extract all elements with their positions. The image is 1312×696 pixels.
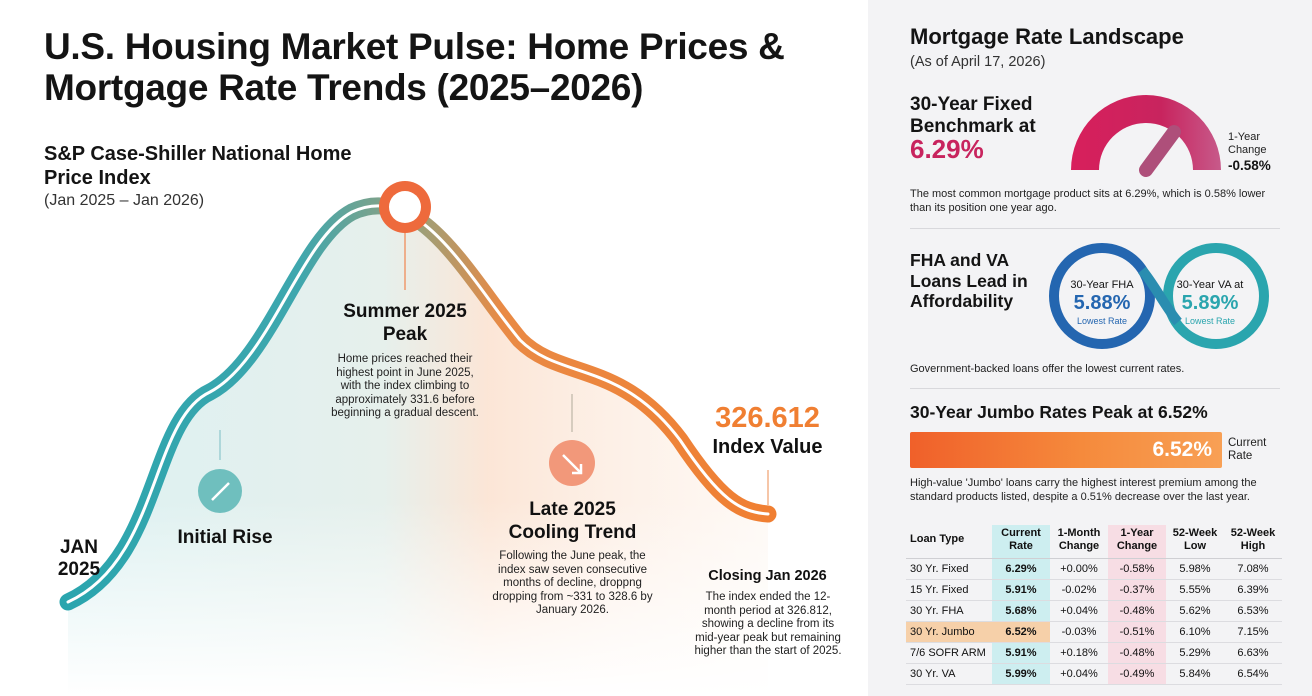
table-row: 15 Yr. Fixed 5.91% -0.02% -0.37% 5.55% 6… — [906, 579, 1282, 601]
jumbo-bar-label: Current Rate — [1228, 437, 1267, 462]
peak-title: Summer 2025 Peak — [343, 301, 467, 345]
table-header-row: Loan Type Current Rate 1-Month Change 1-… — [906, 525, 1282, 559]
table-cell: 5.99% — [992, 663, 1050, 685]
benchmark-description: The most common mortgage product sits at… — [910, 188, 1266, 214]
table-cell: 5.29% — [1166, 642, 1224, 664]
fha-va-description: Government-backed loans offer the lowest… — [910, 363, 1185, 375]
fha-lowest-label: Lowest Rate — [1076, 316, 1128, 326]
table-row: 30 Yr. Jumbo 6.52% -0.03% -0.51% 6.10% 7… — [906, 621, 1282, 643]
table-cell: 6.52% — [992, 621, 1050, 643]
table-cell: +0.00% — [1050, 558, 1108, 580]
col-header: 52-Week High — [1224, 525, 1282, 559]
col-header: Loan Type — [906, 525, 992, 559]
benchmark-gauge-icon — [1071, 95, 1221, 177]
table-cell: 6.63% — [1224, 642, 1282, 664]
col-header: 1-Month Change — [1050, 525, 1108, 559]
benchmark-change-value: -0.58% — [1228, 158, 1271, 173]
table-cell: 15 Yr. Fixed — [906, 579, 992, 601]
start-label: JAN 2025 — [57, 537, 101, 580]
page-title: U.S. Housing Market Pulse: Home Prices &… — [44, 26, 785, 108]
fha-va-infinity-icon — [1049, 243, 1269, 349]
rates-table: Loan Type Current Rate 1-Month Change 1-… — [906, 525, 1282, 685]
benchmark-change-label: 1-Year Change — [1228, 131, 1267, 156]
cooling-text: Following the June peak, the index saw s… — [492, 550, 653, 616]
initial-rise-label: Initial Rise — [177, 527, 273, 548]
table-cell: 6.53% — [1224, 600, 1282, 622]
col-header: 52-Week Low — [1166, 525, 1224, 559]
table-cell: 5.91% — [992, 579, 1050, 601]
table-cell: 30 Yr. VA — [906, 663, 992, 685]
closing-title: Closing Jan 2026 — [708, 568, 827, 584]
table-cell: -0.02% — [1050, 579, 1108, 601]
divider — [910, 228, 1280, 229]
table-cell: 5.91% — [992, 642, 1050, 664]
index-value: 326.612 — [715, 402, 820, 434]
table-cell: -0.51% — [1108, 621, 1166, 643]
table-cell: 5.98% — [1166, 558, 1224, 580]
rates-as-of: (As of April 17, 2026) — [910, 54, 1046, 70]
table-cell: 7.08% — [1224, 558, 1282, 580]
table-cell: -0.48% — [1108, 600, 1166, 622]
table-cell: -0.58% — [1108, 558, 1166, 580]
table-row: 7/6 SOFR ARM 5.91% +0.18% -0.48% 5.29% 6… — [906, 642, 1282, 664]
va-rate: 5.89% — [1181, 292, 1239, 314]
table-row: 30 Yr. Fixed 6.29% +0.00% -0.58% 5.98% 7… — [906, 558, 1282, 580]
va-label: 30-Year VA at — [1176, 279, 1244, 291]
va-lowest-label: Lowest Rate — [1184, 316, 1236, 326]
table-row: 30 Yr. FHA 5.68% +0.04% -0.48% 5.62% 6.5… — [906, 600, 1282, 622]
table-cell: -0.48% — [1108, 642, 1166, 664]
jumbo-bar-value: 6.52% — [1152, 438, 1212, 461]
benchmark-label: 30-Year Fixed Benchmark at — [910, 94, 1036, 137]
col-header: 1-Year Change — [1108, 525, 1166, 559]
table-cell: 6.54% — [1224, 663, 1282, 685]
table-cell: 5.62% — [1166, 600, 1224, 622]
fha-va-title: FHA and VA Loans Lead in Affordability — [910, 250, 1028, 311]
table-cell: 30 Yr. Fixed — [906, 558, 992, 580]
table-cell: 6.10% — [1166, 621, 1224, 643]
table-cell: -0.03% — [1050, 621, 1108, 643]
table-cell: 5.68% — [992, 600, 1050, 622]
rates-title: Mortgage Rate Landscape — [910, 24, 1184, 49]
table-cell: 30 Yr. FHA — [906, 600, 992, 622]
index-value-label: Index Value — [712, 436, 823, 458]
table-cell: +0.18% — [1050, 642, 1108, 664]
table-cell: 5.84% — [1166, 663, 1224, 685]
index-title: S&P Case-Shiller National Home Price Ind… — [44, 143, 352, 189]
table-cell: 5.55% — [1166, 579, 1224, 601]
table-cell: +0.04% — [1050, 663, 1108, 685]
jumbo-rate-bar: 6.52% — [910, 432, 1222, 468]
jumbo-title: 30-Year Jumbo Rates Peak at 6.52% — [910, 402, 1208, 422]
index-subtitle: (Jan 2025 – Jan 2026) — [44, 192, 205, 209]
table-cell: +0.04% — [1050, 600, 1108, 622]
divider — [910, 388, 1280, 389]
jumbo-description: High-value 'Jumbo' loans carry the highe… — [910, 477, 1257, 503]
table-cell: 7/6 SOFR ARM — [906, 642, 992, 664]
peak-text: Home prices reached their highest point … — [331, 353, 479, 419]
table-cell: -0.49% — [1108, 663, 1166, 685]
benchmark-rate: 6.29% — [910, 134, 984, 164]
benchmark-heading: 30-Year Fixed Benchmark at 6.29% — [910, 94, 1080, 164]
col-header: Current Rate — [992, 525, 1050, 559]
cooling-title: Late 2025 Cooling Trend — [508, 499, 637, 543]
fha-label: 30-Year FHA — [1070, 279, 1134, 291]
index-curve — [59, 181, 780, 696]
table-cell: 6.29% — [992, 558, 1050, 580]
table-cell: -0.37% — [1108, 579, 1166, 601]
table-cell: 30 Yr. Jumbo — [906, 621, 992, 643]
table-row: 30 Yr. VA 5.99% +0.04% -0.49% 5.84% 6.54… — [906, 663, 1282, 685]
table-cell: 7.15% — [1224, 621, 1282, 643]
table-cell: 6.39% — [1224, 579, 1282, 601]
closing-text: The index ended the 12-month period at 3… — [694, 591, 842, 657]
fha-rate: 5.88% — [1073, 292, 1131, 314]
